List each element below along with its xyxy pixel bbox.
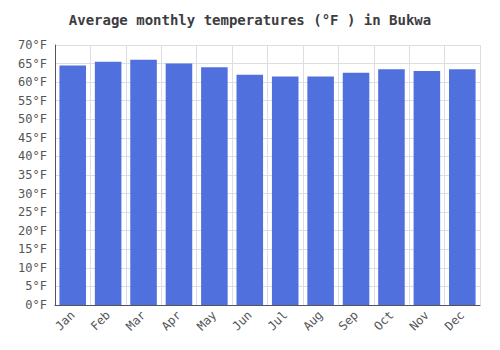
svg-text:Nov: Nov (407, 308, 432, 333)
svg-text:50°F: 50°F (18, 112, 47, 126)
svg-text:Mar: Mar (123, 308, 148, 333)
svg-text:Dec: Dec (442, 308, 467, 333)
svg-text:30°F: 30°F (18, 187, 47, 201)
svg-text:Aug: Aug (300, 308, 325, 333)
svg-text:5°F: 5°F (25, 279, 47, 293)
svg-text:10°F: 10°F (18, 261, 47, 275)
svg-text:Average monthly temperatures (: Average monthly temperatures (°F ) in Bu… (69, 12, 431, 28)
svg-text:Jan: Jan (52, 308, 77, 333)
svg-text:Oct: Oct (371, 308, 396, 333)
svg-text:65°F: 65°F (18, 57, 47, 71)
svg-text:Apr: Apr (159, 308, 184, 333)
svg-text:25°F: 25°F (18, 205, 47, 219)
svg-text:Sep: Sep (336, 308, 361, 333)
svg-text:Jul: Jul (265, 308, 290, 333)
svg-text:Jun: Jun (230, 308, 255, 333)
svg-text:Feb: Feb (88, 308, 113, 333)
svg-text:40°F: 40°F (18, 149, 47, 163)
svg-text:15°F: 15°F (18, 242, 47, 256)
svg-text:70°F: 70°F (18, 38, 47, 52)
svg-text:0°F: 0°F (25, 298, 47, 312)
svg-text:55°F: 55°F (18, 94, 47, 108)
svg-text:May: May (194, 308, 219, 333)
svg-text:20°F: 20°F (18, 224, 47, 238)
svg-text:60°F: 60°F (18, 75, 47, 89)
svg-text:35°F: 35°F (18, 168, 47, 182)
svg-text:45°F: 45°F (18, 131, 47, 145)
